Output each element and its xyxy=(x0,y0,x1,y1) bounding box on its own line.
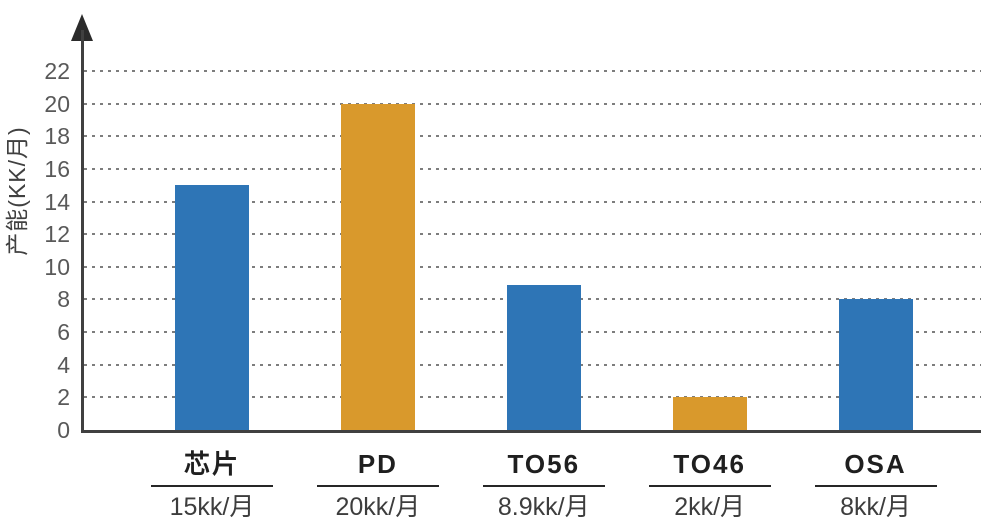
capacity-label-3: 8.9kk/月 xyxy=(497,493,590,521)
category-underline-2 xyxy=(316,485,439,487)
category-underline-1 xyxy=(151,485,273,487)
bar-4 xyxy=(672,397,747,430)
y-tick-label-20: 20 xyxy=(44,90,70,117)
category-label-2: PD xyxy=(357,449,398,479)
y-tick-label-12: 12 xyxy=(44,221,70,248)
y-axis-arrow-icon xyxy=(71,14,93,41)
gridline-20 xyxy=(84,102,981,105)
gridline-18 xyxy=(84,135,981,138)
y-tick-label-4: 4 xyxy=(57,351,70,378)
y-tick-label-18: 18 xyxy=(44,123,70,150)
bar-1 xyxy=(175,185,249,430)
category-label-3: TO56 xyxy=(507,449,581,479)
y-tick-label-22: 22 xyxy=(44,58,70,84)
capacity-label-4: 2kk/月 xyxy=(674,493,746,521)
gridline-22 xyxy=(84,70,981,72)
category-underline-3 xyxy=(482,485,605,487)
x-axis-line xyxy=(81,430,981,433)
gridline-16 xyxy=(84,167,981,170)
capacity-label-5: 8kk/月 xyxy=(840,493,911,521)
bar-3 xyxy=(506,284,581,430)
gridline-10 xyxy=(84,265,981,268)
gridline-12 xyxy=(84,233,981,236)
bar-5 xyxy=(838,299,913,430)
category-underline-4 xyxy=(648,485,771,487)
y-tick-label-16: 16 xyxy=(44,155,70,182)
y-tick-label-6: 6 xyxy=(57,319,70,346)
y-axis-line xyxy=(81,30,84,431)
y-tick-label-2: 2 xyxy=(57,384,70,411)
category-underline-5 xyxy=(814,485,937,487)
category-label-4: TO46 xyxy=(673,449,746,479)
capacity-label-1: 15kk/月 xyxy=(169,493,255,521)
y-tick-label-0: 0 xyxy=(57,417,70,443)
category-label-1: 芯片 xyxy=(183,449,240,479)
y-tick-label-10: 10 xyxy=(44,253,70,280)
capacity-label-2: 20kk/月 xyxy=(335,493,421,521)
bar-2 xyxy=(340,103,415,430)
gridline-14 xyxy=(84,200,981,203)
category-label-5: OSA xyxy=(844,449,907,479)
y-tick-label-14: 14 xyxy=(44,188,70,215)
y-tick-label-8: 8 xyxy=(57,286,70,313)
